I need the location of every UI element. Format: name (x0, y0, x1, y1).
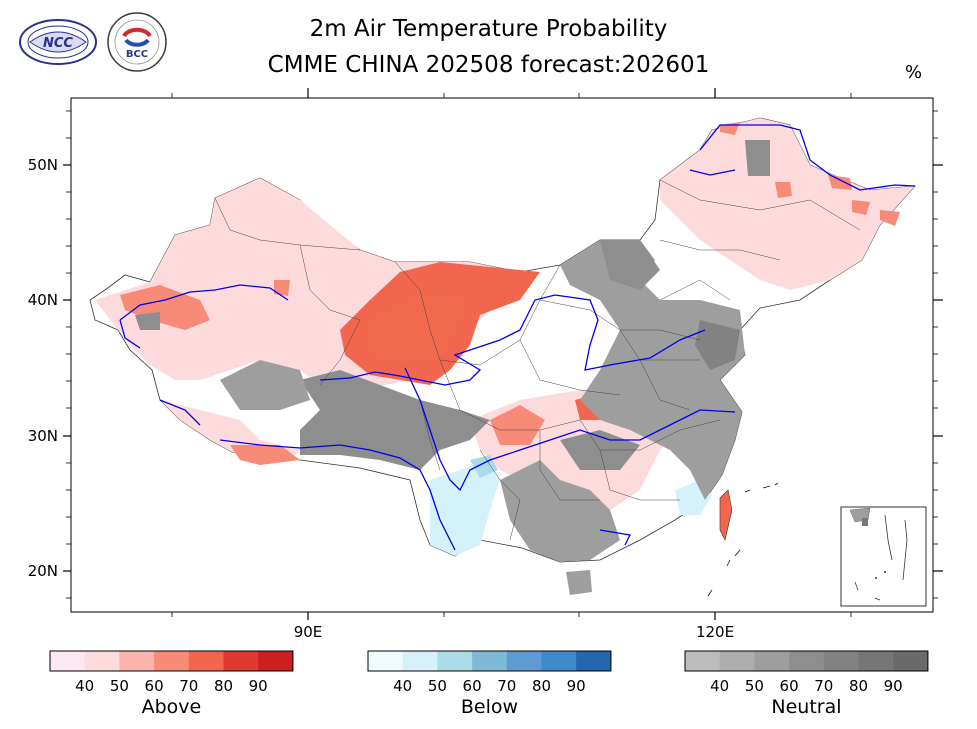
province-boundaries (214, 179, 861, 541)
lat-tick-label: 50N (28, 156, 58, 174)
chart-title-line2: CMME CHINA 202508 forecast:202601 (267, 52, 710, 78)
colorbar-cell (258, 651, 294, 671)
colorbar-tick-label: 80 (532, 677, 551, 695)
colorbar-tick-label: 40 (75, 677, 94, 695)
lat-tick-label: 40N (28, 291, 58, 309)
colorbar-cell (223, 651, 259, 671)
unit-label: % (905, 62, 923, 83)
colorbar-tick-label: 50 (428, 677, 447, 695)
colorbar-cell (154, 651, 190, 671)
south-china-sea-inset (840, 506, 927, 607)
colorbar-frame (684, 650, 929, 672)
neutral-region (135, 140, 770, 595)
colorbar-tick-label: 90 (249, 677, 268, 695)
map-content (89, 117, 916, 595)
lat-tick-label: 30N (28, 427, 58, 445)
colorbar-cell (402, 651, 438, 671)
colorbar-title: Above (142, 696, 202, 718)
colorbar-below: 40 50 60 70 80 90 Below (367, 650, 612, 718)
lon-tick-label: 120E (696, 623, 734, 641)
colorbar-tick-label: 80 (214, 677, 233, 695)
colorbar-tick-label: 40 (710, 677, 729, 695)
chart-title-line1: 2m Air Temperature Probability (309, 16, 668, 42)
colorbar-above: 40 50 60 70 80 90 Above (49, 650, 294, 718)
rivers (119, 124, 916, 551)
colorbar-cell (858, 651, 894, 671)
colorbar-tick-label: 40 (393, 677, 412, 695)
colorbar-cell (685, 651, 720, 671)
colorbar-cell (437, 651, 473, 671)
colorbar-cell (576, 651, 612, 671)
lat-tick-label: 20N (28, 562, 58, 580)
colorbar-tick-label: 60 (463, 677, 482, 695)
map-frame (70, 97, 934, 613)
bcc-logo: BCC (107, 12, 167, 72)
colorbar-cell (119, 651, 155, 671)
colorbar-cell (719, 651, 755, 671)
colorbars: 40 50 60 70 80 90 Above 40 50 60 70 80 90 Below 40 50 60… (49, 650, 929, 718)
colorbar-cell (188, 651, 224, 671)
colorbar-cell (789, 651, 825, 671)
colorbar-tick-label: 70 (814, 677, 833, 695)
colorbar-tick-label: 90 (567, 677, 586, 695)
offshore-islands (707, 482, 779, 597)
colorbar-frame (367, 650, 612, 672)
ncc-logo: NCC (19, 19, 97, 65)
colorbar-cell (368, 651, 403, 671)
logos: NCC BCC (19, 12, 167, 72)
colorbar-frame (49, 650, 294, 672)
colorbar-title: Neutral (771, 696, 841, 718)
colorbar-cell (50, 651, 85, 671)
lon-tick-label: 90E (294, 623, 323, 641)
colorbar-cell (893, 651, 929, 671)
colorbar-tick-label: 50 (745, 677, 764, 695)
colorbar-title: Below (461, 696, 518, 718)
colorbar-neutral: 40 50 60 70 80 90 Neutral (684, 650, 929, 718)
colorbar-tick-label: 90 (884, 677, 903, 695)
colorbar-cell (754, 651, 790, 671)
colorbar-tick-label: 60 (780, 677, 799, 695)
map-minor-ticks (66, 93, 938, 617)
colorbar-cell (823, 651, 859, 671)
map-ticks (63, 88, 943, 620)
bcc-logo-text: BCC (126, 49, 148, 60)
colorbar-cell (84, 651, 120, 671)
colorbar-cell (506, 651, 542, 671)
colorbar-cell (541, 651, 577, 671)
colorbar-tick-label: 60 (145, 677, 164, 695)
taiwan-island (719, 489, 733, 541)
colorbar-tick-label: 70 (497, 677, 516, 695)
colorbar-tick-label: 70 (179, 677, 198, 695)
colorbar-tick-label: 50 (110, 677, 129, 695)
colorbar-cell (472, 651, 508, 671)
colorbar-tick-label: 80 (849, 677, 868, 695)
ncc-logo-text: NCC (43, 36, 73, 51)
